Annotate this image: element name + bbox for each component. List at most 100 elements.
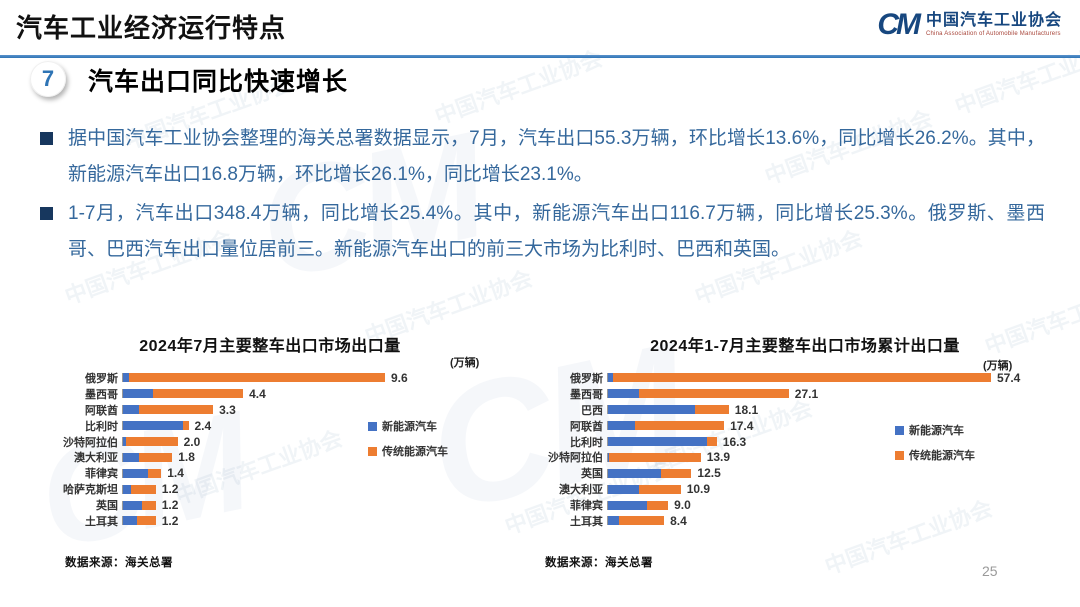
category-label: 比利时 xyxy=(570,436,603,449)
org-name-en: China Association of Automobile Manufact… xyxy=(925,30,1061,37)
chart-row: 菲律宾 9.0 xyxy=(540,497,1040,513)
value-label: 9.0 xyxy=(674,498,691,513)
chart-row: 墨西哥 4.4 xyxy=(60,386,530,402)
bar-track xyxy=(122,516,156,526)
bar-track xyxy=(607,516,665,526)
value-label: 17.4 xyxy=(730,418,754,433)
chart-row: 墨西哥 27.1 xyxy=(540,386,1040,402)
chart-row: 比利时 16.3 xyxy=(540,434,1040,450)
nev-legend-swatch xyxy=(368,421,377,431)
nev-bar-segment xyxy=(608,452,610,462)
category-label: 土耳其 xyxy=(85,515,118,528)
bullet-item: 据中国汽车工业协会整理的海关总署数据显示，7月，汽车出口55.3万辆，环比增长1… xyxy=(40,121,1045,192)
chart-row: 巴西 18.1 xyxy=(540,402,1040,418)
bar-track xyxy=(122,421,189,431)
bar-track xyxy=(607,405,729,415)
page-title: 汽车工业经济运行特点 xyxy=(16,13,287,43)
traditional-bar-segment xyxy=(661,468,692,478)
chart-row: 沙特阿拉伯 13.9 xyxy=(540,449,1040,465)
legend-label: 传统能源汽车 xyxy=(909,450,975,462)
chart-jan-jul-cumulative-export-volume: 2024年1-7月主要整车出口市场累计出口量 (万辆) 俄罗斯 57.4 墨西哥 27… xyxy=(540,332,1045,577)
nev-bar-segment xyxy=(123,516,137,526)
category-label: 比利时 xyxy=(85,420,118,433)
category-label: 土耳其 xyxy=(570,515,603,528)
bar-track xyxy=(122,468,162,478)
value-label: 1.2 xyxy=(161,482,179,497)
category-label: 菲律宾 xyxy=(570,500,603,513)
chart-row: 比利时 2.4 xyxy=(60,418,530,434)
value-label: 13.9 xyxy=(706,450,731,465)
category-label: 沙特阿拉伯 xyxy=(63,436,118,449)
traditional-bar-segment xyxy=(618,516,665,526)
value-label: 1.8 xyxy=(178,450,195,465)
category-label: 哈萨克斯坦 xyxy=(63,484,118,497)
nev-bar-segment xyxy=(608,421,635,431)
value-label: 3.3 xyxy=(219,402,236,417)
traditional-bar-segment xyxy=(131,484,156,494)
value-label: 2.0 xyxy=(183,434,201,449)
data-source: 数据来源：海关总署 xyxy=(65,557,173,569)
value-label: 10.9 xyxy=(686,482,711,497)
traditional-bar-segment xyxy=(695,405,729,415)
category-label: 英国 xyxy=(581,468,603,481)
chart-july-export-volume: 2024年7月主要整车出口市场出口量 (万辆) 俄罗斯 9.6 墨西哥 4.4 阿联酋 3… xyxy=(60,332,535,577)
watermark-text: 中国汽车工业协会 xyxy=(951,35,1080,120)
bar-track xyxy=(607,421,725,431)
chart-plot-area: 俄罗斯 57.4 墨西哥 27.1 巴西 18.1 阿联酋 17.4 比利时 16.3 沙特阿拉伯 1… xyxy=(540,370,1040,529)
unit-label: (万辆) xyxy=(983,360,1013,372)
chart-row: 俄罗斯 57.4 xyxy=(540,370,1040,386)
bullet-item: 1-7月，汽车出口348.4万辆，同比增长25.4%。其中，新能源汽车出口116… xyxy=(40,196,1045,267)
chart-row: 澳大利亚 10.9 xyxy=(540,481,1040,497)
chart-row: 英国 1.2 xyxy=(60,497,530,513)
bar-track xyxy=(122,389,244,399)
nev-bar-segment xyxy=(123,500,143,510)
nev-bar-segment xyxy=(123,484,132,494)
nev-bar-segment xyxy=(608,437,707,446)
category-label: 俄罗斯 xyxy=(85,372,118,385)
bar-track xyxy=(607,373,991,383)
bar-track xyxy=(607,468,692,478)
bullet-square-icon xyxy=(40,207,53,221)
legend-label: 新能源汽车 xyxy=(382,421,437,433)
chart-row: 阿联酋 3.3 xyxy=(60,402,530,418)
nev-bar-segment xyxy=(123,405,140,415)
nev-bar-segment xyxy=(608,405,696,415)
bar-track xyxy=(607,500,669,510)
bar-track xyxy=(122,452,173,462)
traditional-bar-segment xyxy=(647,500,669,510)
legend-item: 传统能源汽车 xyxy=(895,447,975,463)
traditional-bar-segment xyxy=(706,437,717,446)
chart-plot-area: 俄罗斯 9.6 墨西哥 4.4 阿联酋 3.3 比利时 2.4 沙特阿拉伯 2.0 澳大利亚 1.8 菲… xyxy=(60,370,530,529)
traditional-bar-segment xyxy=(638,484,681,494)
nev-bar-segment xyxy=(123,421,183,431)
nev-bar-segment xyxy=(608,484,639,494)
legend-item: 新能源汽车 xyxy=(368,418,448,434)
chart-row: 土耳其 8.4 xyxy=(540,513,1040,529)
nev-bar-segment xyxy=(123,389,153,399)
nev-bar-segment xyxy=(608,373,614,383)
category-label: 菲律宾 xyxy=(85,468,118,481)
bar-track xyxy=(607,484,681,494)
section-title: 汽车出口同比快速增长 xyxy=(88,68,349,96)
traditional-legend-swatch xyxy=(895,450,904,460)
category-label: 澳大利亚 xyxy=(74,452,118,465)
unit-label: (万辆) xyxy=(450,357,480,369)
chart-legend: 新能源汽车 传统能源汽车 xyxy=(895,422,975,463)
page-number: 25 xyxy=(982,563,998,579)
category-label: 澳大利亚 xyxy=(559,484,603,497)
nev-bar-segment xyxy=(608,500,648,510)
traditional-bar-segment xyxy=(634,421,725,431)
value-label: 4.4 xyxy=(249,386,266,401)
header-divider xyxy=(0,55,1080,58)
caam-monogram-icon: CM xyxy=(877,8,921,41)
nev-bar-segment xyxy=(123,437,126,446)
bar-track xyxy=(122,405,214,415)
bar-track xyxy=(122,484,156,494)
traditional-bar-segment xyxy=(136,516,156,526)
chart-row: 澳大利亚 1.8 xyxy=(60,449,530,465)
traditional-bar-segment xyxy=(142,500,156,510)
category-label: 英国 xyxy=(96,500,118,513)
chart-row: 英国 12.5 xyxy=(540,465,1040,481)
nev-bar-segment xyxy=(123,468,148,478)
value-label: 1.2 xyxy=(161,513,179,528)
